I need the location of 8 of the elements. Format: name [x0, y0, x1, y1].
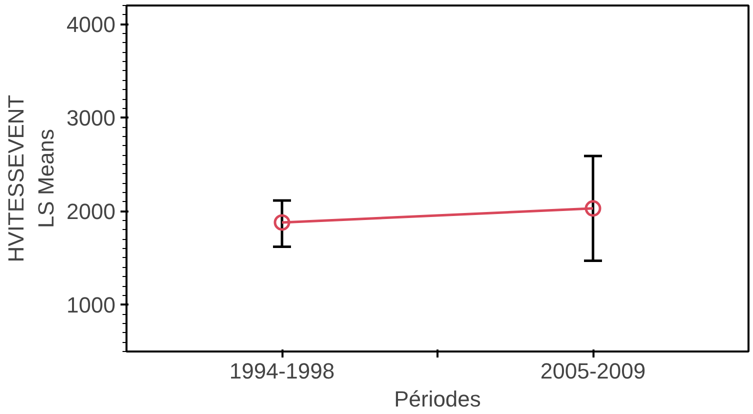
y-axis-title: HVITESSEVENT LS Means	[4, 94, 59, 262]
x-tick-label: 2005-2009	[540, 358, 646, 384]
y-tick-label: 2000	[66, 199, 116, 224]
y-tick-label: 3000	[66, 106, 116, 131]
x-tick-label: 1994-1998	[229, 358, 335, 384]
x-axis-title: Périodes	[394, 386, 481, 412]
y-tick-label: 4000	[66, 12, 116, 38]
y-tick-label: 1000	[66, 292, 116, 318]
